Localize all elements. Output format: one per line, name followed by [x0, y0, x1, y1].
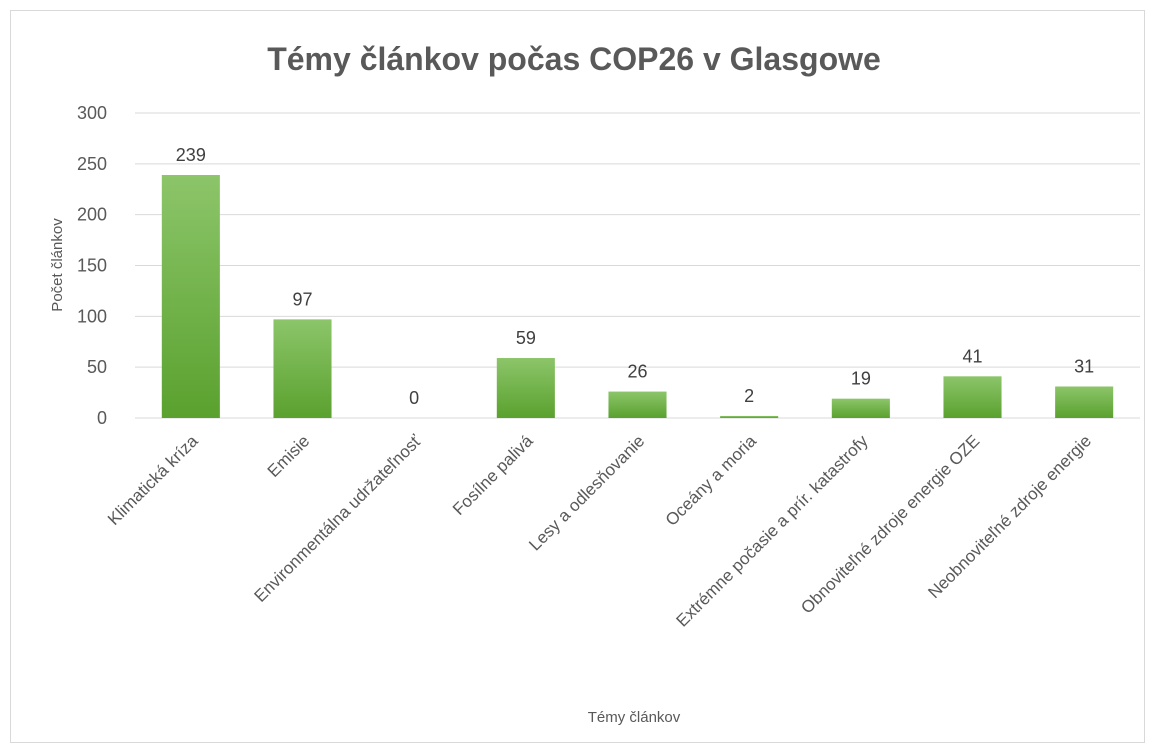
bar: [720, 415, 779, 418]
x-category-label: Emisie: [264, 431, 314, 481]
bar: [943, 376, 1002, 418]
x-category-label: Fosílne palivá: [449, 431, 537, 519]
x-category-label: Obnoviteľné zdroje energie OZE: [797, 431, 983, 617]
data-label: 26: [627, 362, 647, 382]
bar: [1055, 386, 1114, 418]
data-label: 59: [516, 328, 536, 348]
y-tick-label: 250: [77, 154, 107, 174]
bar: [273, 319, 332, 418]
bar: [161, 175, 220, 418]
data-label: 2: [744, 386, 754, 406]
y-tick-label: 0: [97, 408, 107, 428]
data-label: 0: [409, 388, 419, 408]
y-tick-label: 150: [77, 256, 107, 276]
bar: [496, 358, 555, 418]
data-labels: 239 97 0 59 26 2 19 41 31: [176, 145, 1094, 408]
data-label: 97: [292, 289, 312, 309]
y-axis-ticks: 0 50 100 150 200 250 300: [77, 103, 107, 428]
chart-title: Témy článkov počas COP26 v Glasgowe: [267, 41, 881, 77]
data-label: 239: [176, 145, 206, 165]
y-tick-label: 50: [87, 357, 107, 377]
bars: [161, 175, 1114, 418]
x-category-label: Oceány a moria: [662, 431, 761, 530]
data-label: 31: [1074, 356, 1094, 376]
data-label: 41: [962, 346, 982, 366]
data-label: 19: [851, 369, 871, 389]
x-category-label: Klimatická kríza: [104, 431, 202, 529]
y-axis-title: Počet článkov: [49, 218, 66, 312]
x-category-label: Extrémne počasie a prír. katastrofy: [672, 431, 872, 631]
x-category-label: Lesy a odlesňovanie: [525, 431, 648, 554]
x-axis-title: Témy článkov: [588, 709, 681, 726]
bar: [831, 398, 890, 418]
y-tick-label: 100: [77, 306, 107, 326]
bar: [608, 391, 667, 418]
y-tick-label: 300: [77, 103, 107, 123]
y-tick-label: 200: [77, 205, 107, 225]
